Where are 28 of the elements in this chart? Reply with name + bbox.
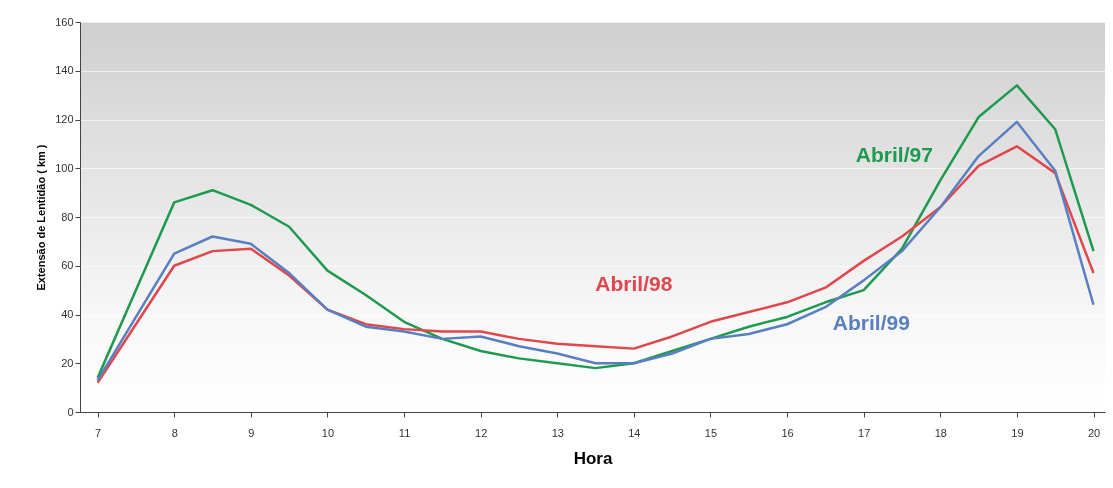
x-tick-label: 8 [171, 426, 178, 439]
y-tick-label: 80 [61, 210, 74, 223]
series-label: Abril/98 [595, 272, 673, 296]
x-tick-label: 19 [1011, 426, 1024, 439]
x-tick-label: 9 [248, 426, 255, 439]
x-axis-title: Hora [573, 448, 613, 468]
x-tick-label: 12 [475, 426, 488, 439]
y-tick-label: 0 [67, 405, 74, 418]
x-tick-label: 14 [628, 426, 641, 439]
y-axis-title: Extensão de Lentidão ( km ) [35, 144, 48, 291]
x-tick-label: 20 [1087, 426, 1101, 439]
y-tick-label: 140 [55, 64, 74, 77]
y-tick-label: 40 [61, 308, 74, 320]
y-tick-label: 60 [61, 259, 74, 272]
y-tick-label: 100 [55, 161, 74, 174]
series-label: Abril/97 [855, 143, 933, 167]
x-tick-label: 7 [95, 426, 102, 439]
series-label: Abril/99 [832, 311, 910, 335]
x-tick-label: 13 [551, 426, 564, 439]
y-tick-label: 120 [55, 113, 74, 125]
y-tick-label: 160 [55, 15, 74, 28]
x-tick-label: 18 [934, 426, 947, 439]
y-tick-label: 20 [61, 356, 74, 369]
x-tick-label: 16 [781, 426, 794, 439]
x-tick-label: 10 [321, 426, 335, 439]
x-tick-label: 17 [858, 426, 871, 439]
x-tick-label: 15 [704, 426, 718, 439]
x-tick-label: 11 [398, 426, 411, 439]
